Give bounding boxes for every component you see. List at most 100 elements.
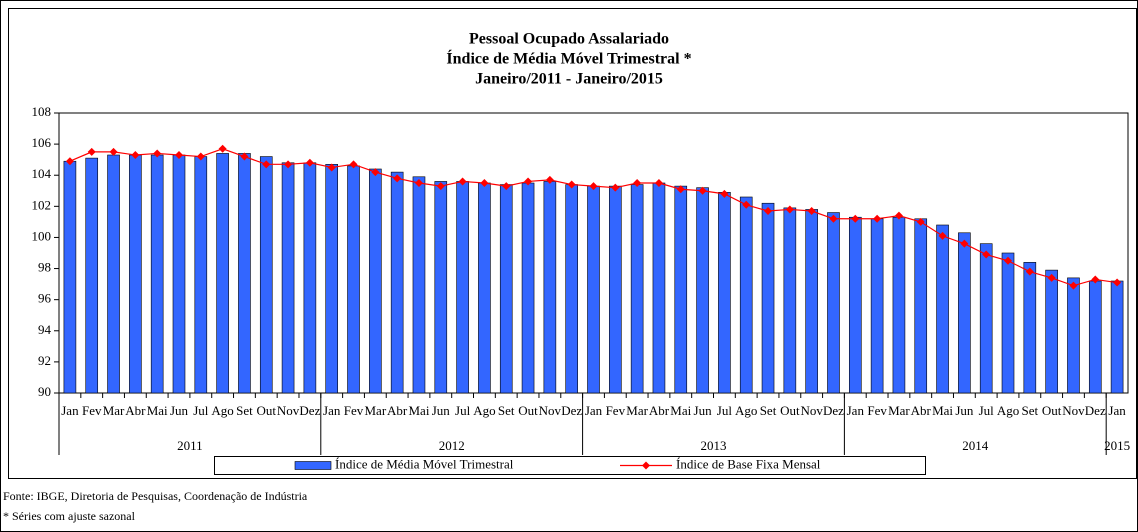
x-tick-label: Jul [193, 403, 209, 418]
marker [938, 231, 947, 240]
x-tick-label: Set [760, 403, 777, 418]
bar [369, 168, 382, 394]
bar [630, 184, 644, 394]
bar [783, 207, 797, 394]
x-tick-label: Jan [323, 403, 341, 418]
y-tick-label: 102 [32, 197, 52, 212]
bar [412, 176, 426, 394]
x-tick-label: Nov [800, 403, 823, 418]
marker [873, 214, 882, 223]
x-tick-label: Jun [170, 403, 189, 418]
y-tick-label: 96 [38, 291, 52, 306]
bar [129, 154, 142, 394]
bar [172, 154, 186, 394]
legend-box [214, 456, 926, 475]
marker [284, 160, 293, 169]
x-tick-label: Nov [1062, 403, 1085, 418]
x-tick-label: Fev [867, 403, 887, 418]
marker [720, 189, 729, 198]
marker [65, 157, 74, 166]
marker [414, 179, 423, 187]
marker [742, 200, 751, 209]
bar [281, 162, 295, 394]
marker [218, 144, 227, 153]
chart-title: Pessoal Ocupado Assalariado [469, 31, 669, 48]
bar [325, 164, 339, 394]
marker [807, 207, 816, 215]
bar [499, 184, 513, 394]
x-tick-label: Ago [211, 403, 233, 418]
marker [851, 214, 860, 223]
x-tick-label: Nov [277, 403, 300, 418]
bar [303, 162, 317, 394]
y-tick-label: 106 [32, 135, 52, 150]
legend-label: Índice de Média Móvel Trimestral [335, 456, 514, 471]
x-tick-label: Abr [649, 403, 670, 418]
marker [240, 152, 249, 161]
x-tick-label: Jul [455, 403, 471, 418]
bar [390, 171, 404, 394]
marker [305, 158, 314, 167]
marker [894, 211, 903, 220]
year-label: 2011 [177, 438, 203, 453]
x-tick-label: Mar [626, 403, 648, 418]
x-tick-label: Abr [911, 403, 932, 418]
marker [916, 217, 925, 226]
chart-border [8, 8, 1137, 479]
marker [1047, 273, 1056, 282]
marker [1004, 256, 1013, 265]
x-tick-label: Mai [408, 403, 429, 418]
marker [196, 152, 205, 161]
x-tick-label: Fev [344, 403, 364, 418]
bar [696, 187, 709, 394]
bar [63, 160, 77, 394]
bar [107, 154, 120, 394]
bar [85, 157, 99, 394]
y-tick-label: 90 [38, 384, 51, 399]
year-label: 2014 [962, 438, 989, 453]
x-tick-label: Jan [1108, 403, 1126, 418]
year-label: 2015 [1104, 438, 1130, 453]
x-tick-label: Jun [694, 403, 713, 418]
bar [521, 182, 535, 394]
marker [502, 182, 511, 191]
bar [848, 216, 862, 394]
x-tick-label: Jul [717, 403, 733, 418]
x-tick-label: Out [1042, 403, 1062, 418]
legend-label: Índice de Base Fixa Mensal [676, 456, 821, 471]
bar [979, 243, 993, 394]
legend-swatch [294, 461, 332, 470]
bar [259, 156, 273, 394]
marker [1069, 281, 1078, 290]
bar [827, 212, 840, 394]
marker [480, 179, 489, 187]
x-tick-label: Dez [299, 403, 320, 418]
chart-title: Janeiro/2011 - Janeiro/2015 [475, 71, 663, 88]
x-tick-label: Jan [585, 403, 603, 418]
legend-marker [642, 461, 650, 470]
x-tick-label: Dez [823, 403, 844, 418]
source-note: Fonte: IBGE, Diretoria de Pesquisas, Coo… [3, 489, 308, 503]
x-tick-label: Jan [61, 403, 79, 418]
bar [936, 224, 949, 394]
year-label: 2012 [439, 438, 465, 453]
y-tick-label: 92 [38, 353, 51, 368]
bar [739, 196, 753, 394]
bar [958, 232, 971, 394]
marker [393, 174, 402, 183]
bar [565, 184, 578, 394]
x-tick-label: Abr [125, 403, 146, 418]
y-tick-label: 100 [32, 228, 52, 243]
chart-title: Índice de Média Móvel Trimestral * [446, 49, 691, 68]
marker [458, 177, 467, 186]
bar [434, 181, 448, 394]
bar [216, 153, 229, 394]
y-tick-label: 94 [38, 322, 52, 337]
bar [587, 185, 600, 394]
marker [960, 239, 969, 248]
marker [633, 179, 642, 187]
marker [131, 151, 140, 159]
marker [1113, 278, 1122, 287]
bar [1110, 280, 1124, 394]
marker [1091, 275, 1100, 284]
